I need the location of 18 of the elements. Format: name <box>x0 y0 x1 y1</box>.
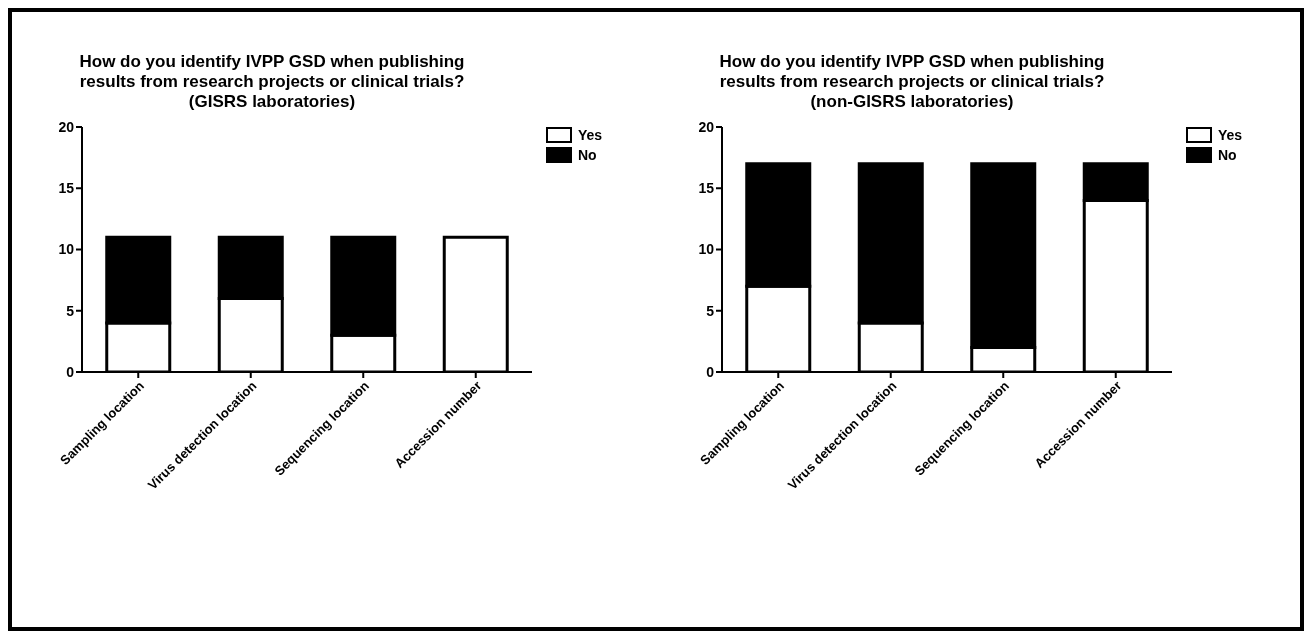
y-tick-label: 5 <box>66 302 75 319</box>
chart-subtitle: (GISRS laboratories) <box>187 92 357 112</box>
y-tick-label: 20 <box>698 118 715 135</box>
y-tick-label: 15 <box>698 180 715 197</box>
y-tick-label: 20 <box>58 118 75 135</box>
legend-label: Yes <box>578 127 603 143</box>
y-tick-label: 10 <box>698 241 715 258</box>
y-tick-label: 5 <box>706 302 715 319</box>
chart-subtitle: (non-GISRS laboratories) <box>809 92 1015 112</box>
legend-label: Yes <box>1218 127 1243 143</box>
y-tick-label: 15 <box>58 180 75 197</box>
legend-label: No <box>1218 147 1237 163</box>
legend-label: No <box>578 147 597 163</box>
chart-title: How do you identify IVPP GSD when publishing results from research projects or clinical trials? <box>78 52 466 92</box>
y-tick-label: 10 <box>58 241 75 258</box>
chart-title: How do you identify IVPP GSD when publishing results from research projects or clinical trials? <box>718 52 1106 92</box>
y-tick-label: 0 <box>66 363 75 380</box>
y-tick-label: 0 <box>706 363 715 380</box>
